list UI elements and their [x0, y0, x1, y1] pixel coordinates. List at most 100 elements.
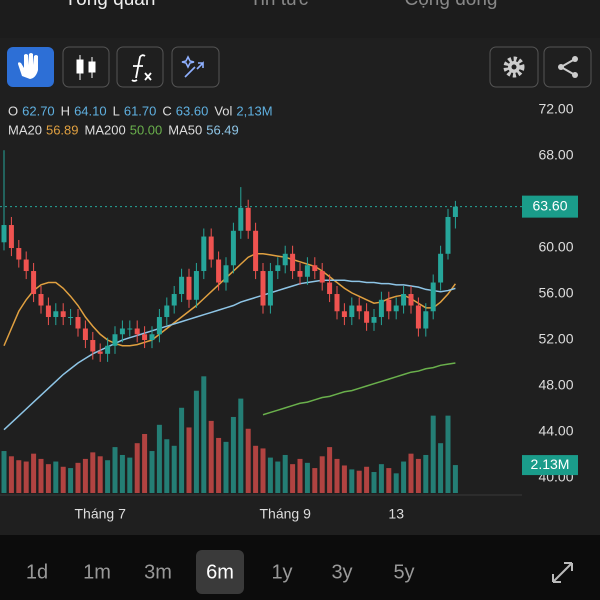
gear-hole	[511, 64, 517, 70]
volume-bar	[171, 445, 177, 493]
x-tick-label: 13	[388, 506, 404, 522]
candle-body	[386, 299, 392, 312]
candle-body	[119, 328, 125, 335]
volume-bar	[349, 469, 355, 493]
volume-bar	[267, 457, 273, 493]
volume-bar	[415, 458, 421, 493]
candle-body	[23, 259, 29, 272]
price-marker-label: 63.60	[532, 197, 567, 213]
selected-timeframe-bg	[196, 550, 244, 594]
volume-bar	[134, 443, 140, 493]
volume-bar	[216, 437, 222, 493]
candle-type-button[interactable]	[62, 46, 110, 88]
settings-button[interactable]	[489, 46, 539, 88]
y-tick-label: 68.00	[538, 147, 573, 163]
candle-body	[253, 230, 259, 272]
timeframe[interactable]: 3y	[331, 561, 352, 583]
candle-icon	[76, 55, 96, 80]
x-tick-label: Tháng 7	[75, 506, 127, 522]
volume-bar	[334, 458, 340, 493]
candle-body	[238, 207, 244, 231]
timeframe[interactable]: 1m	[83, 561, 111, 583]
volume-bar	[23, 461, 29, 493]
volume-bar	[75, 462, 81, 493]
ohlc-key: Vol	[214, 103, 232, 118]
volume-bar	[238, 398, 244, 493]
volume-bar	[149, 451, 155, 493]
x-tick-label: Tháng 9	[260, 506, 312, 522]
volume-bar	[386, 468, 392, 493]
ohlc-value: 61.70	[124, 103, 157, 118]
chart-panel	[0, 38, 600, 535]
ohlc-value: 64.10	[74, 103, 107, 118]
ohlc-key: C	[162, 103, 171, 118]
volume-bar	[260, 448, 266, 493]
volume-bar	[1, 451, 7, 493]
candle-body	[216, 259, 222, 283]
volume-bar	[438, 443, 444, 493]
volume-bar	[378, 464, 384, 493]
indicator-button[interactable]	[116, 46, 164, 88]
volume-bar	[297, 458, 303, 493]
candle-body	[127, 328, 133, 330]
volume-bar	[253, 445, 259, 493]
y-tick-label: 72.00	[538, 101, 573, 117]
ma-legend-name: MA20	[8, 122, 42, 137]
volume-bar	[245, 428, 251, 493]
volume-bar	[201, 376, 207, 493]
tab[interactable]: Cộng đồng	[405, 0, 498, 10]
candle-body	[97, 351, 103, 354]
candle-body	[334, 294, 340, 312]
timeframe[interactable]: 1y	[271, 561, 292, 583]
tab[interactable]: Tổng quan	[65, 0, 156, 10]
y-tick-label: 52.00	[538, 331, 573, 347]
volume-bar	[53, 461, 59, 493]
tab[interactable]: Tin tức	[250, 0, 308, 10]
candle-body	[327, 282, 333, 295]
candle-body	[312, 265, 318, 272]
candle-body	[179, 276, 185, 295]
timeframe[interactable]: 5y	[393, 561, 414, 583]
volume-bar	[282, 454, 288, 493]
drawing-button[interactable]	[171, 46, 220, 88]
candle-body	[31, 271, 37, 295]
candle-body	[445, 216, 451, 254]
candle-body	[171, 294, 177, 306]
candle-body	[208, 236, 214, 260]
candle-body	[156, 317, 162, 335]
volume-bar	[97, 456, 103, 493]
ma-line	[262, 362, 456, 416]
candle-body	[16, 248, 22, 260]
volume-bar	[179, 407, 185, 493]
expand-icon[interactable]	[552, 562, 573, 583]
candle-body	[275, 265, 281, 272]
volume-marker-label: 2.13M	[531, 456, 570, 472]
candle-body	[193, 271, 199, 300]
candle-body	[164, 305, 170, 318]
candle-body	[186, 276, 192, 300]
candle-body	[149, 334, 155, 341]
candle-body	[304, 265, 310, 277]
candle-body	[349, 305, 355, 318]
timeframe[interactable]: 1d	[26, 561, 48, 583]
volume-bar	[445, 415, 451, 493]
volume-bar	[186, 427, 192, 493]
candle-body	[297, 271, 303, 277]
candle-body	[356, 305, 362, 312]
candle-body	[438, 253, 444, 283]
timeframe[interactable]: 3m	[144, 561, 172, 583]
share-button[interactable]	[543, 46, 592, 88]
candle-body	[260, 271, 266, 306]
volume-bar	[193, 390, 199, 493]
y-tick-label: 56.00	[538, 285, 573, 301]
candle-body	[90, 340, 96, 352]
candle-body	[341, 311, 347, 318]
candle-body	[53, 311, 59, 318]
ohlc-value: 63.60	[176, 103, 209, 118]
volume-bar	[164, 439, 170, 493]
volume-bar	[371, 472, 377, 493]
volume-bar	[156, 424, 162, 493]
volume-bar	[312, 468, 318, 493]
timeframe[interactable]: 6m	[206, 561, 234, 583]
candle-body	[378, 299, 384, 318]
